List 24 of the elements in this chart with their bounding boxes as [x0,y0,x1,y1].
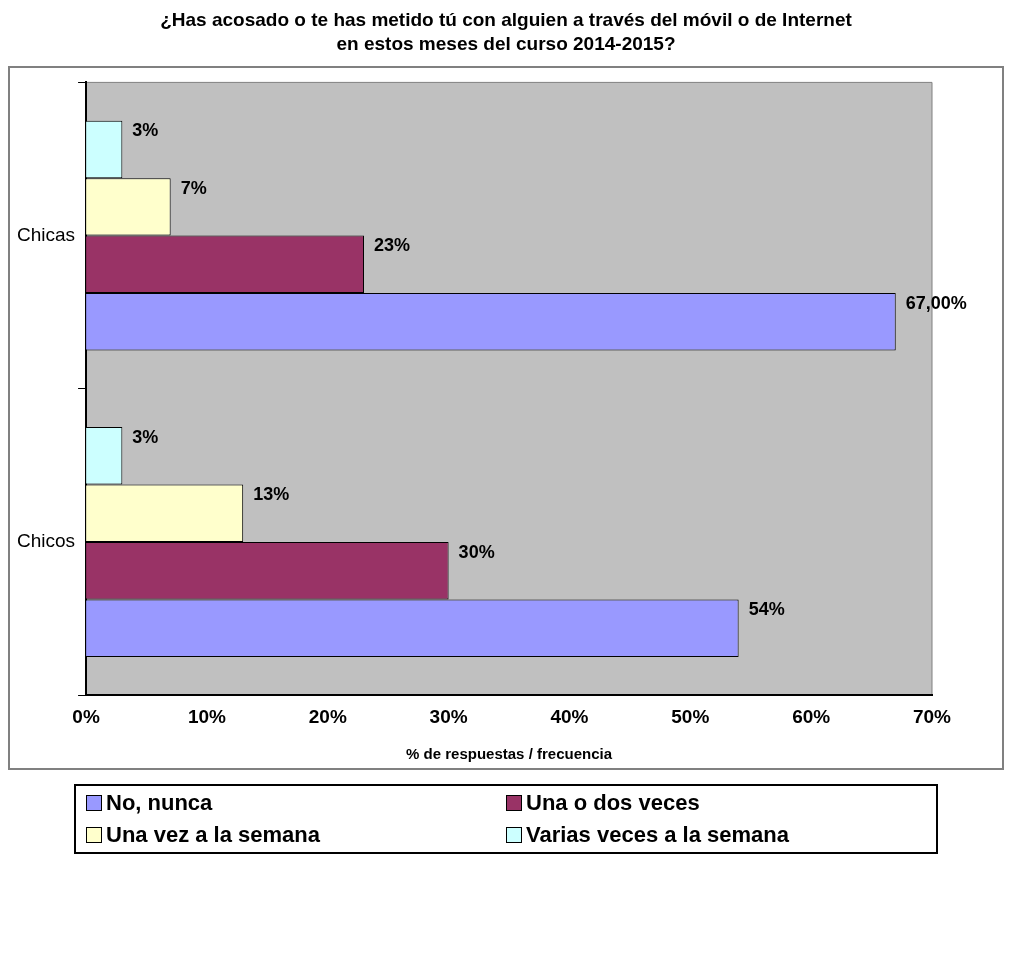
x-tick-label: 30% [429,705,468,727]
x-tick-label: 70% [912,705,952,727]
data-label: 13% [253,484,290,505]
data-label: 3% [132,120,159,141]
data-label: 23% [374,235,411,256]
legend-label: Una vez a la semana [106,822,321,848]
data-label: 54% [748,599,785,620]
data-label: 30% [458,541,495,562]
data-label: 67,00% [905,292,967,313]
legend-label: Varias veces a la semana [526,822,789,848]
x-tick-label: 20% [308,705,347,727]
x-axis-title: % de respuestas / frecuencia [406,745,613,763]
y-tick-label: Chicas [17,223,76,245]
x-tick-label: 50% [671,705,710,727]
y-tick-label: Chicos [17,530,76,552]
x-tick-label: 40% [550,705,589,727]
legend-label: Una o dos veces [526,790,700,816]
data-label: 3% [132,426,159,447]
legend-label: No, nunca [106,790,213,816]
x-tick-label: 60% [792,705,831,727]
chart-title: ¿Has acosado o te has metido tú con alguien a través del móvil o de Internet en estos meses del curso 2014-2015? [159,8,853,56]
data-label: 7% [180,177,207,198]
x-tick-label: 10% [187,705,227,727]
x-tick-label: 0% [72,705,100,727]
